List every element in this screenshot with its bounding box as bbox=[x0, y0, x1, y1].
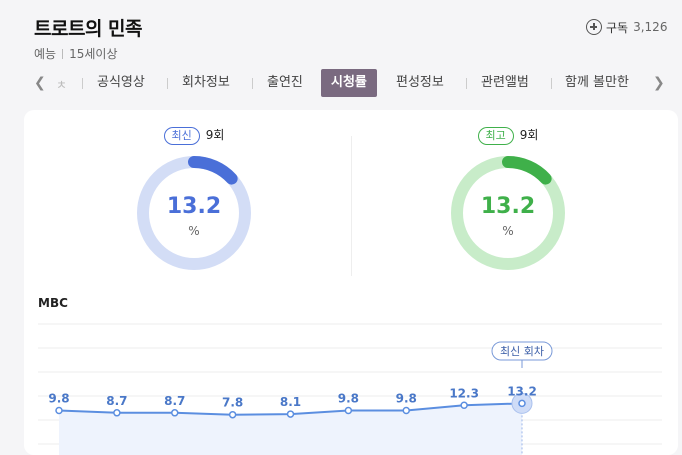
data-point bbox=[344, 406, 353, 415]
tab-separator bbox=[551, 78, 552, 89]
data-point bbox=[55, 406, 63, 415]
data-point bbox=[402, 406, 410, 415]
latest-episode-callout bbox=[491, 341, 553, 361]
subscribe-button[interactable]: 구독 3,126 bbox=[586, 17, 667, 37]
data-point bbox=[518, 399, 526, 408]
highest-episode: 9회 bbox=[519, 128, 539, 142]
data-point bbox=[460, 401, 468, 409]
tab-schedule[interactable]: 편성정보 bbox=[396, 75, 444, 90]
tab-partial[interactable]: ㅊ bbox=[56, 78, 68, 92]
subscribe-label: 구독 bbox=[606, 20, 629, 35]
plus-circle-icon bbox=[586, 19, 602, 35]
program-header: 트로트의 민족 예능 15세이상 구독 3,126 ❮ ㅊ 공식영상 회차정보 출… bbox=[0, 0, 682, 108]
tab-recommended[interactable]: 함께 볼만한 bbox=[565, 75, 629, 90]
latest-gauge-ring bbox=[137, 156, 251, 270]
data-label: 9.8 bbox=[396, 392, 417, 406]
ratings-line-chart: 9.8 8.7 8.7 7.8 8.1 9.8 9.8 12.3 13.2 최신 회차 bbox=[38, 323, 662, 455]
latest-episode: 9회 bbox=[205, 128, 225, 142]
tab-ratings[interactable]: 시청률 bbox=[321, 69, 377, 97]
tab-separator bbox=[167, 78, 168, 89]
chevron-left-icon[interactable]: ❮ bbox=[34, 75, 46, 91]
data-label: 12.3 bbox=[449, 386, 479, 400]
highest-rating-unit: % bbox=[502, 224, 514, 238]
highest-rating-value: 13.2 bbox=[480, 194, 536, 219]
tab-separator bbox=[466, 78, 467, 89]
data-point bbox=[113, 409, 121, 417]
latest-rating: 최신 9회 13.2 % bbox=[114, 126, 274, 272]
data-label: 8.7 bbox=[106, 394, 127, 408]
highest-gauge-ring bbox=[451, 156, 565, 270]
data-label: 9.8 bbox=[48, 392, 69, 406]
age-rating-label: 15세이상 bbox=[69, 47, 118, 61]
ratings-card: 최신 9회 13.2 % 최고 9회 13.2 % MBC 9.8 8.7 8.7 7.8… bbox=[24, 110, 678, 455]
tab-separator bbox=[82, 78, 83, 89]
genre-label: 예능 bbox=[34, 47, 57, 61]
subscriber-count: 3,126 bbox=[633, 20, 668, 34]
program-meta: 예능 15세이상 bbox=[34, 45, 117, 62]
highest-rating: 최고 9회 13.2 % bbox=[428, 126, 588, 272]
chart-title: MBC bbox=[38, 296, 68, 310]
data-label: 7.8 bbox=[222, 396, 243, 410]
latest-gauge: 13.2 % bbox=[135, 154, 253, 272]
gauge-divider bbox=[351, 136, 352, 276]
data-label: 8.7 bbox=[164, 394, 185, 408]
tab-cast[interactable]: 출연진 bbox=[267, 75, 303, 90]
latest-rating-value: 13.2 bbox=[166, 194, 222, 219]
data-label: 13.2 bbox=[507, 384, 537, 398]
latest-badge-row: 최신 9회 bbox=[114, 126, 274, 145]
highest-badge-row: 최고 9회 bbox=[428, 126, 588, 145]
data-point bbox=[228, 410, 237, 419]
program-tabs: ❮ ㅊ 공식영상 회차정보 출연진 시청률 편성정보 관련앨범 함께 볼만한 ❯ bbox=[34, 69, 674, 99]
highest-gauge-arc bbox=[451, 156, 565, 270]
data-label: 9.8 bbox=[338, 392, 359, 406]
tab-episode-info[interactable]: 회차정보 bbox=[182, 75, 230, 90]
latest-badge: 최신 bbox=[163, 127, 200, 145]
program-title: 트로트의 민족 bbox=[34, 18, 143, 40]
latest-gauge-arc bbox=[137, 156, 251, 270]
highest-gauge: 13.2 % bbox=[449, 154, 567, 272]
chevron-right-icon[interactable]: ❯ bbox=[653, 75, 665, 91]
meta-separator bbox=[62, 49, 64, 59]
data-label: 8.1 bbox=[280, 395, 301, 409]
latest-episode-callout-label: 최신 회차 bbox=[500, 345, 544, 358]
tab-separator bbox=[252, 78, 253, 89]
data-point bbox=[286, 410, 295, 418]
tab-related-album[interactable]: 관련앨범 bbox=[481, 75, 529, 90]
latest-rating-unit: % bbox=[188, 224, 200, 238]
data-point bbox=[171, 409, 179, 417]
highest-badge: 최고 bbox=[477, 127, 514, 145]
tab-official-video[interactable]: 공식영상 bbox=[97, 75, 145, 90]
